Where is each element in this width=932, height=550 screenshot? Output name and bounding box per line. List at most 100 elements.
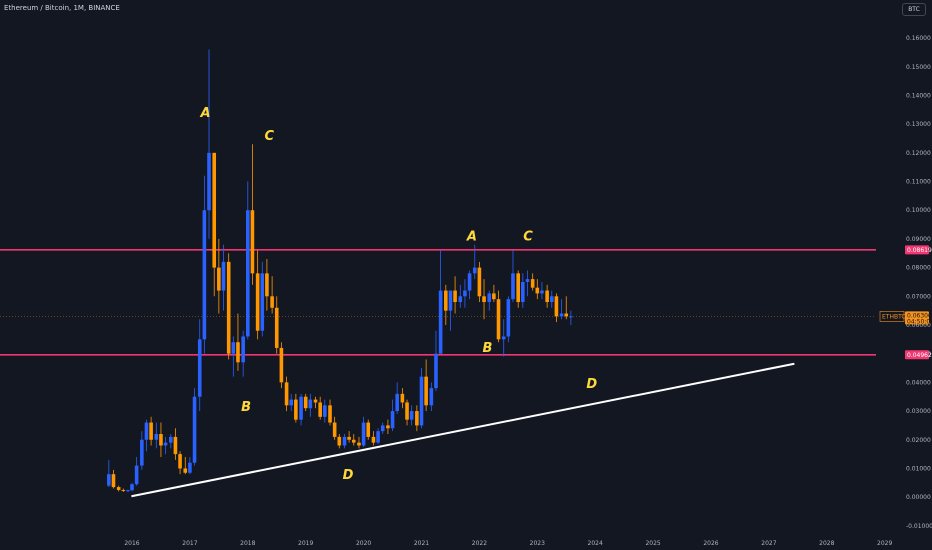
x-tick-label: 2022 [472, 540, 487, 547]
candle [212, 152, 217, 297]
candle-body [530, 279, 535, 288]
candle-body [217, 267, 221, 291]
x-tick-label: 2029 [877, 540, 892, 547]
candle [380, 422, 385, 435]
y-tick-label: 0.00000 [906, 494, 931, 501]
candle [140, 431, 144, 470]
candle [525, 270, 530, 297]
y-tick-label: 0.12000 [906, 150, 931, 157]
candle-body [246, 210, 250, 337]
candle-body [255, 273, 260, 331]
candle-body [154, 434, 159, 440]
candle-body [492, 293, 496, 300]
y-tick-label: 0.14000 [906, 92, 931, 99]
wave-label: A [200, 106, 211, 121]
candle-body [559, 313, 564, 317]
candle-body [545, 290, 549, 303]
candle-body [496, 299, 501, 340]
y-tick-label: 0.13000 [906, 121, 931, 128]
candle [540, 281, 544, 300]
candle-body [521, 281, 525, 303]
x-tick-label: 2024 [588, 540, 603, 547]
y-tick-label: 0.01000 [906, 465, 931, 472]
x-tick-label: 2028 [819, 540, 834, 547]
candle-body [429, 388, 434, 406]
candle-body [472, 267, 477, 274]
symbol-title: Ethereum / Bitcoin, 1M, BINANCE [4, 4, 120, 12]
candle-body [564, 313, 569, 317]
y-tick-label: 0.11000 [906, 179, 931, 186]
candle [226, 253, 231, 360]
candle-body [159, 434, 163, 446]
level-price-tag [905, 245, 929, 255]
candle-body [236, 342, 240, 363]
candle-body [289, 399, 294, 406]
candle [332, 416, 337, 440]
candle [535, 279, 540, 300]
candle [438, 250, 443, 354]
candle-body [116, 487, 121, 490]
candle-body [168, 436, 173, 443]
candle-body [405, 402, 409, 420]
currency-button[interactable]: BTC [902, 3, 926, 16]
candle-body [178, 454, 182, 469]
candle [246, 181, 250, 340]
candle [429, 382, 434, 412]
candle [516, 270, 520, 308]
y-tick-label: 0.16000 [906, 35, 931, 42]
candle-body [366, 422, 371, 437]
candle [511, 250, 515, 303]
candle [434, 330, 438, 391]
candle-body [323, 405, 327, 417]
candle-body [183, 468, 188, 473]
candle [130, 482, 134, 492]
candle [409, 405, 414, 426]
y-tick-label: 0.15000 [906, 64, 931, 71]
time-axis[interactable]: 2016 2017 2018 2019 2020 2021 2022 2023 2024 2025… [124, 540, 892, 547]
candle [448, 290, 453, 331]
candle-body [395, 393, 399, 412]
candle [323, 399, 327, 423]
candle [506, 296, 511, 343]
candle [492, 284, 496, 303]
candle-body [463, 290, 467, 297]
candle [294, 393, 298, 423]
candle [521, 273, 525, 308]
candle [149, 416, 153, 446]
candle [313, 396, 318, 409]
candle [250, 144, 255, 285]
candle [241, 330, 245, 377]
candle [121, 488, 126, 492]
candlestick-series [107, 49, 573, 492]
candle [342, 434, 347, 449]
candle-body [516, 273, 520, 303]
candle-body [265, 273, 269, 297]
candle [197, 319, 202, 412]
candle [569, 310, 573, 325]
candle-body [444, 290, 448, 311]
candle [299, 393, 303, 426]
candle-body [332, 422, 337, 437]
candle [328, 399, 332, 426]
candle [554, 293, 559, 323]
candle [453, 276, 457, 314]
x-tick-label: 2017 [182, 540, 197, 547]
candle [564, 296, 569, 320]
candle [134, 456, 139, 486]
y-tick-label: 0.10000 [906, 207, 931, 214]
candle-body [260, 273, 265, 331]
candle [217, 238, 221, 314]
candle-body [409, 411, 414, 420]
candle-body [328, 405, 332, 423]
candle-body [173, 436, 178, 455]
level-price-tag [905, 350, 929, 360]
candle-body [202, 210, 207, 340]
x-tick-label: 2016 [124, 540, 139, 547]
candle [188, 456, 192, 475]
candle-body [511, 273, 515, 300]
candle-body [197, 339, 202, 397]
candle-body [130, 484, 134, 491]
candle [482, 279, 486, 320]
candle-body [231, 342, 236, 354]
